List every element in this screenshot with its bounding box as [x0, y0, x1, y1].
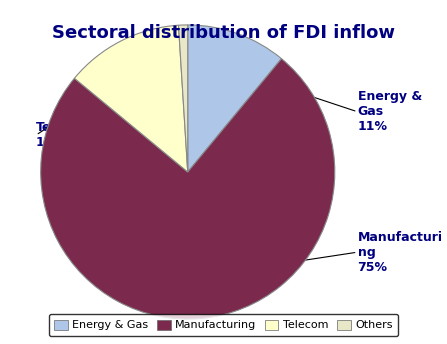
- Wedge shape: [75, 25, 188, 172]
- Text: Sectoral distribution of FDI inflow: Sectoral distribution of FDI inflow: [52, 24, 395, 42]
- Text: Telecom
13%: Telecom 13%: [36, 121, 93, 149]
- Text: Others
1%: Others 1%: [164, 31, 211, 58]
- Text: Manufacturi
ng
75%: Manufacturi ng 75%: [358, 231, 443, 274]
- Wedge shape: [188, 25, 282, 172]
- Wedge shape: [41, 59, 335, 319]
- Text: Energy &
Gas
11%: Energy & Gas 11%: [358, 90, 422, 133]
- Wedge shape: [178, 25, 188, 172]
- Legend: Energy & Gas, Manufacturing, Telecom, Others: Energy & Gas, Manufacturing, Telecom, Ot…: [49, 314, 398, 336]
